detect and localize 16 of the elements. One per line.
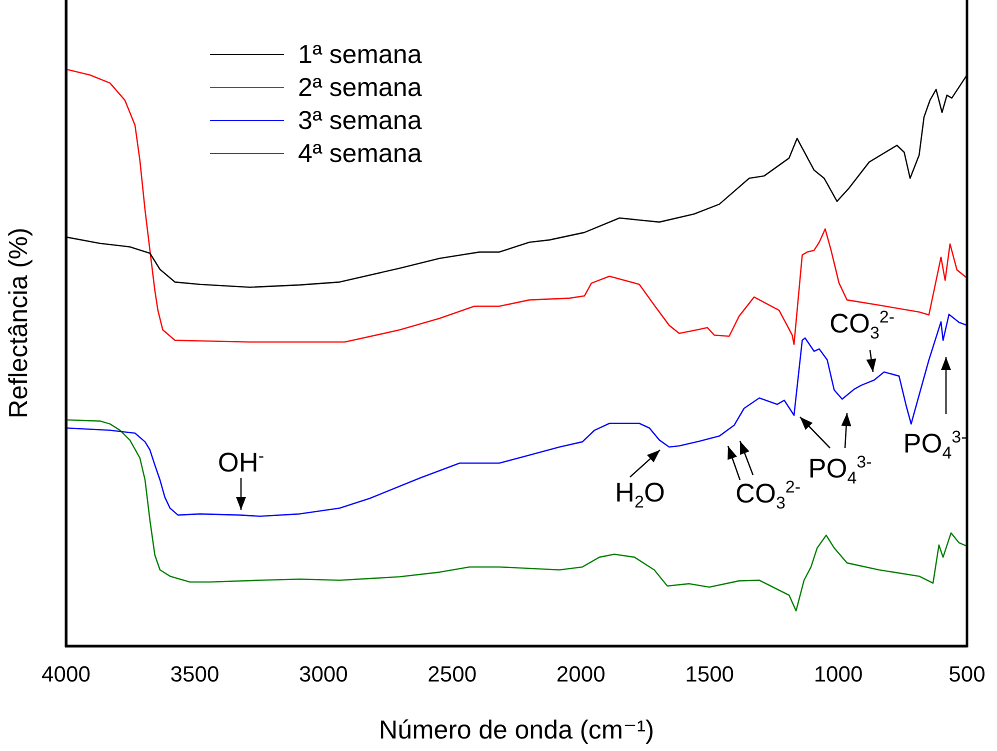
x-tick-label: 2000 [556, 661, 606, 686]
legend-label: 1ª semana [298, 38, 422, 71]
x-axis-title: Número de onda (cm⁻¹) [378, 714, 654, 745]
legend-label: 3ª semana [298, 104, 422, 137]
x-tick-label: 3000 [298, 661, 348, 686]
x-tick-label: 500 [948, 661, 986, 686]
x-tick-label: 1500 [685, 661, 734, 686]
x-tick-label: 4000 [42, 661, 90, 686]
x-tick-label: 1000 [814, 661, 863, 686]
legend-label: 4ª semana [298, 137, 422, 170]
x-tick-label: 2500 [428, 661, 477, 686]
annotation: OH$^{-}$ [218, 446, 264, 478]
x-tick-label: 3500 [170, 661, 220, 686]
legend-label: 2ª semana [298, 71, 422, 104]
annotation: H$_{2}$O [615, 477, 665, 512]
y-axis-title: Reflectância (%) [2, 228, 33, 418]
